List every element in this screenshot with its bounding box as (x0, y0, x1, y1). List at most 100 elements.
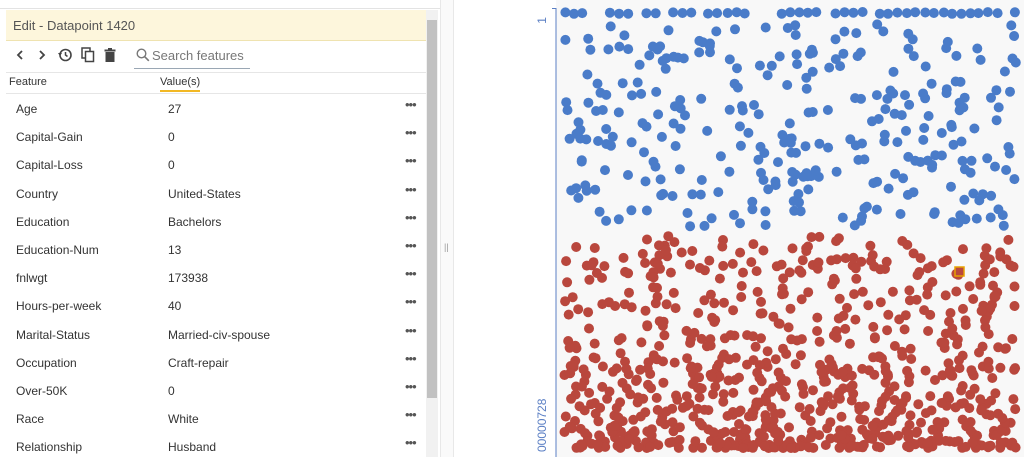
datapoint-class-1[interactable] (908, 187, 919, 198)
datapoint-class-0[interactable] (858, 439, 869, 450)
datapoint-class-0[interactable] (720, 427, 731, 437)
datapoint-class-0[interactable] (578, 364, 589, 375)
datapoint-class-1[interactable] (918, 134, 929, 145)
datapoint-class-1[interactable] (614, 8, 625, 19)
datapoint-class-0[interactable] (913, 399, 924, 410)
datapoint-class-0[interactable] (927, 277, 938, 287)
datapoint-class-0[interactable] (827, 399, 838, 410)
datapoint-class-1[interactable] (965, 8, 976, 19)
datapoint-class-0[interactable] (715, 438, 726, 449)
datapoint-class-0[interactable] (734, 372, 744, 383)
datapoint-class-0[interactable] (584, 323, 594, 334)
datapoint-class-0[interactable] (868, 352, 879, 363)
datapoint-class-1[interactable] (735, 218, 745, 229)
datapoint-class-0[interactable] (1003, 234, 1014, 245)
datapoint-class-0[interactable] (743, 411, 754, 422)
datapoint-class-1[interactable] (650, 161, 661, 172)
datapoint-class-0[interactable] (867, 433, 878, 444)
datapoint-class-0[interactable] (887, 286, 898, 297)
datapoint-class-1[interactable] (1003, 142, 1014, 152)
datapoint-class-0[interactable] (831, 236, 842, 247)
more-options-icon[interactable]: ••• (405, 435, 417, 451)
datapoint-class-1[interactable] (900, 90, 910, 101)
datapoint-class-0[interactable] (613, 412, 624, 423)
datapoint-class-0[interactable] (826, 359, 837, 370)
datapoint-class-1[interactable] (883, 183, 894, 194)
datapoint-class-0[interactable] (857, 286, 868, 297)
datapoint-class-1[interactable] (904, 99, 915, 110)
datapoint-class-0[interactable] (958, 244, 968, 255)
datapoint-class-1[interactable] (888, 66, 899, 77)
datapoint-class-0[interactable] (812, 312, 823, 323)
datapoint-class-1[interactable] (619, 30, 630, 41)
more-options-icon[interactable]: ••• (405, 209, 417, 225)
datapoint-class-1[interactable] (873, 114, 884, 124)
datapoint-class-0[interactable] (652, 291, 663, 302)
copy-button[interactable] (78, 45, 98, 65)
datapoint-class-0[interactable] (727, 258, 738, 269)
datapoint-class-0[interactable] (604, 386, 615, 397)
datapoint-class-1[interactable] (929, 207, 940, 218)
more-options-icon[interactable]: ••• (405, 266, 417, 282)
datapoint-class-0[interactable] (796, 294, 807, 305)
datapoint-class-0[interactable] (635, 364, 646, 375)
datapoint-class-0[interactable] (784, 267, 795, 278)
datapoint-class-1[interactable] (762, 70, 773, 81)
datapoint-class-1[interactable] (675, 123, 686, 134)
datapoint-class-0[interactable] (651, 392, 662, 403)
datapoint-class-0[interactable] (901, 426, 912, 437)
datapoint-class-0[interactable] (969, 383, 980, 394)
datapoint-class-0[interactable] (758, 245, 769, 256)
datapoint-class-1[interactable] (857, 7, 868, 17)
more-options-icon[interactable]: ••• (405, 97, 417, 112)
datapoint-class-0[interactable] (724, 354, 735, 365)
datapoint-class-0[interactable] (612, 440, 623, 451)
datapoint-class-1[interactable] (923, 111, 934, 121)
datapoint-class-1[interactable] (713, 187, 724, 198)
datapoint-class-0[interactable] (636, 337, 647, 348)
datapoint-class-1[interactable] (696, 175, 707, 185)
datapoint-class-0[interactable] (794, 402, 805, 413)
more-options-icon[interactable]: ••• (405, 181, 417, 197)
datapoint-class-0[interactable] (562, 277, 573, 288)
datapoint-class-0[interactable] (940, 435, 951, 446)
datapoint-class-1[interactable] (623, 170, 633, 180)
datapoint-class-1[interactable] (883, 8, 893, 19)
datapoint-class-0[interactable] (844, 383, 855, 393)
feature-value[interactable]: 40 (168, 299, 182, 314)
datapoint-class-0[interactable] (708, 427, 719, 438)
datapoint-class-0[interactable] (808, 385, 818, 396)
datapoint-class-1[interactable] (901, 125, 911, 136)
datapoint-class-0[interactable] (694, 417, 705, 428)
datapoint-class-0[interactable] (903, 377, 914, 388)
datapoint-class-1[interactable] (623, 8, 634, 19)
datapoint-class-0[interactable] (863, 300, 874, 311)
datapoint-class-1[interactable] (788, 196, 799, 207)
datapoint-class-0[interactable] (770, 428, 781, 439)
datapoint-class-0[interactable] (926, 405, 937, 416)
datapoint-class-0[interactable] (640, 305, 651, 316)
feature-value[interactable]: Bachelors (168, 214, 222, 229)
datapoint-class-0[interactable] (573, 304, 584, 315)
scatter-plot[interactable]: 1 00000728 (530, 0, 1024, 457)
datapoint-class-0[interactable] (869, 369, 880, 380)
datapoint-class-1[interactable] (729, 209, 739, 220)
datapoint-class-0[interactable] (583, 307, 594, 318)
datapoint-class-1[interactable] (573, 192, 584, 203)
datapoint-class-0[interactable] (945, 308, 956, 318)
more-options-icon[interactable]: ••• (405, 237, 417, 253)
datapoint-class-0[interactable] (599, 261, 610, 272)
datapoint-class-1[interactable] (956, 136, 967, 147)
datapoint-class-0[interactable] (714, 371, 725, 382)
datapoint-class-0[interactable] (804, 404, 815, 414)
datapoint-class-0[interactable] (760, 414, 771, 425)
datapoint-class-1[interactable] (641, 205, 652, 216)
datapoint-class-1[interactable] (800, 141, 811, 152)
datapoint-class-0[interactable] (589, 243, 600, 253)
datapoint-class-0[interactable] (746, 257, 757, 268)
datapoint-class-1[interactable] (627, 90, 637, 101)
datapoint-class-1[interactable] (794, 7, 805, 18)
datapoint-class-0[interactable] (623, 434, 634, 445)
datapoint-class-1[interactable] (838, 48, 849, 59)
datapoint-class-0[interactable] (667, 403, 678, 414)
